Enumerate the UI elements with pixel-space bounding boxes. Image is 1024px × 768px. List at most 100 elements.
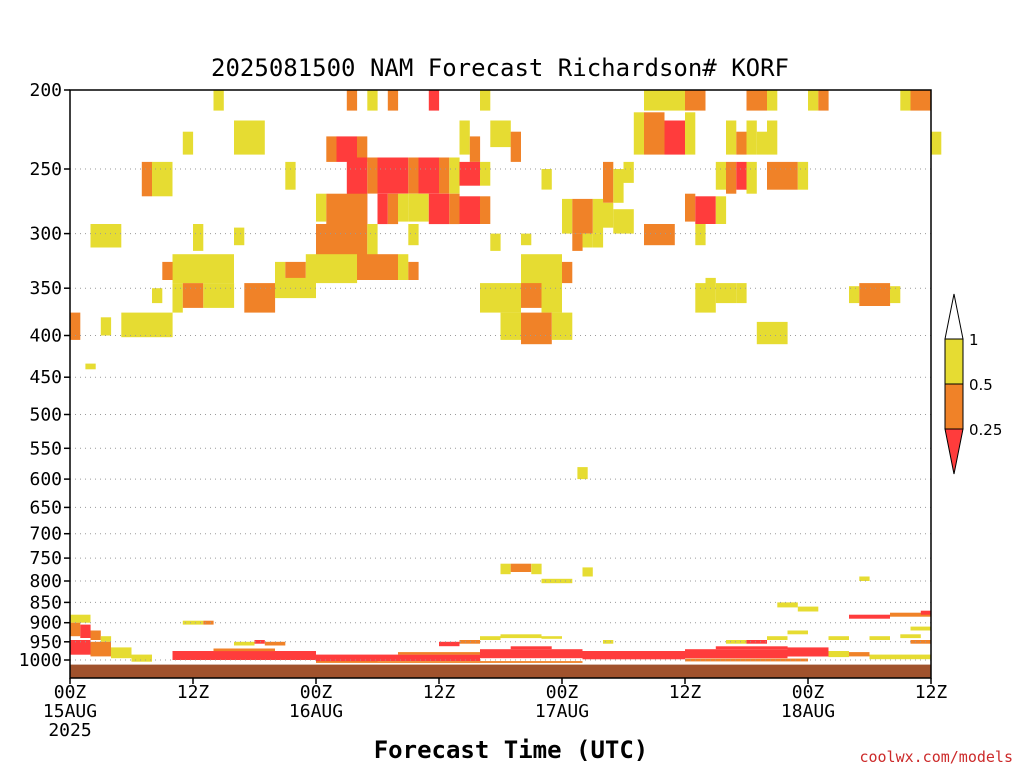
heatmap-cell: [121, 312, 173, 338]
heatmap-cell: [439, 157, 450, 194]
heatmap-cell: [459, 120, 470, 155]
heatmap-cell: [367, 157, 378, 194]
heatmap-cell: [234, 120, 265, 155]
heatmap-cell: [172, 254, 234, 284]
heatmap-cell: [715, 646, 788, 650]
x-tick-label: 15AUG: [43, 701, 97, 722]
heatmap-cell: [726, 120, 737, 155]
heatmap-cell: [644, 112, 665, 155]
heatmap-cell: [521, 283, 542, 308]
heatmap-cell: [70, 312, 81, 340]
heatmap-cell: [603, 202, 614, 228]
x-tick-label: 12Z: [915, 682, 948, 703]
heatmap-cell: [387, 90, 399, 111]
heatmap-cell: [162, 261, 173, 280]
y-tick-label: 600: [29, 469, 62, 490]
y-tick-label: 300: [29, 224, 62, 245]
y-tick-label: 850: [29, 592, 62, 613]
heatmap-cell: [900, 90, 911, 111]
heatmap-cell: [746, 90, 767, 111]
heatmap-cell: [90, 641, 111, 657]
heatmap-cell: [767, 90, 778, 111]
heatmap-cell: [726, 161, 737, 194]
heatmap-cell: [398, 652, 480, 655]
heatmap-cell: [428, 90, 440, 111]
heatmap-cell: [910, 90, 931, 111]
heatmap-cell: [736, 131, 747, 155]
x-axis-label: Forecast Time (UTC): [374, 736, 649, 764]
heatmap-cell: [900, 634, 921, 639]
heatmap-cell: [213, 648, 275, 652]
heatmap-cell: [326, 136, 337, 162]
heatmap-cell: [428, 193, 450, 225]
heatmap-cell: [316, 654, 378, 662]
y-tick-label: 200: [29, 80, 62, 101]
heatmap-cell: [572, 198, 593, 234]
heatmap-cell: [459, 196, 480, 224]
heatmap-cell: [510, 646, 552, 650]
heatmap-cell: [592, 198, 604, 234]
heatmap-cell: [480, 636, 501, 640]
heatmap-cell: [582, 567, 593, 577]
heatmap-cell: [100, 317, 112, 336]
heatmap-cell: [459, 640, 480, 644]
heatmap-cell: [449, 193, 460, 225]
heatmap-cell: [869, 654, 931, 660]
heatmap-cell: [408, 261, 419, 280]
heatmap-cell: [213, 90, 224, 111]
legend-swatch-0.25-0.5: [944, 383, 964, 430]
x-tick-label: 17AUG: [535, 701, 589, 722]
heatmap-cell: [541, 288, 562, 313]
x-tick-label: 18AUG: [781, 701, 835, 722]
heatmap-cell: [90, 224, 122, 248]
heatmap-cell: [408, 193, 429, 222]
heatmap-cell: [111, 647, 132, 659]
heatmap-cell: [398, 193, 409, 222]
heatmap-cell: [603, 640, 614, 644]
heatmap-cell: [234, 227, 245, 246]
y-tick-label: 800: [29, 571, 62, 592]
heatmap-cell: [316, 224, 368, 257]
heatmap-cell: [336, 136, 357, 162]
heatmap-cell: [500, 563, 511, 575]
heatmap-cell: [275, 261, 286, 284]
y-tick-label: 250: [29, 159, 62, 180]
heatmap-cell: [480, 90, 491, 111]
heatmap-cell: [377, 157, 409, 194]
heatmap-cell: [756, 321, 788, 345]
heatmap-cell: [613, 209, 634, 234]
heatmap-cell: [828, 636, 849, 640]
heatmap-cell: [685, 658, 808, 662]
heatmap-cell: [767, 636, 788, 640]
heatmap-cell: [705, 277, 716, 313]
heatmap-cell: [849, 614, 890, 619]
heatmap-cell: [736, 161, 747, 190]
heatmap-cell: [131, 654, 152, 662]
heatmap-cell: [890, 286, 901, 304]
y-tick-label: 400: [29, 326, 62, 347]
heatmap-cell: [695, 196, 716, 224]
x-tick-label: 16AUG: [289, 701, 343, 722]
heatmap-cell: [285, 161, 296, 190]
heatmap-cell: [254, 640, 265, 644]
heatmap-cell: [849, 286, 860, 304]
heatmap-cell: [459, 161, 480, 186]
heatmap-cell: [244, 283, 276, 313]
heatmap-cell: [500, 312, 521, 340]
heatmap-cell: [203, 283, 235, 308]
heatmap-cell: [541, 636, 562, 639]
y-tick-label: 750: [29, 548, 62, 569]
heatmap-cell: [582, 651, 685, 660]
heatmap-cell: [182, 620, 204, 625]
heatmap-cell: [469, 136, 481, 162]
y-tick-label: 900: [29, 613, 62, 634]
heatmap-cell: [787, 630, 808, 635]
heatmap-cell: [346, 90, 358, 111]
heatmap-cell: [439, 641, 460, 647]
heatmap-cell: [70, 622, 81, 637]
heatmap-cell: [80, 624, 91, 638]
heatmap-cell: [859, 283, 891, 306]
heatmap-cell: [70, 614, 91, 623]
heatmap-cell: [695, 283, 706, 313]
